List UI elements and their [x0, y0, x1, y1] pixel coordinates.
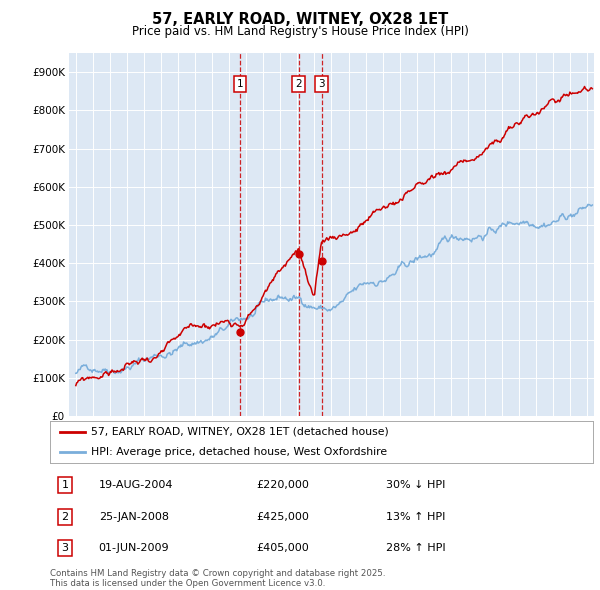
Text: 57, EARLY ROAD, WITNEY, OX28 1ET (detached house): 57, EARLY ROAD, WITNEY, OX28 1ET (detach… — [91, 427, 388, 437]
Text: 13% ↑ HPI: 13% ↑ HPI — [386, 512, 446, 522]
Text: 1: 1 — [62, 480, 68, 490]
Text: 1: 1 — [236, 78, 243, 88]
Text: 28% ↑ HPI: 28% ↑ HPI — [386, 543, 446, 553]
Text: £220,000: £220,000 — [256, 480, 309, 490]
Text: Price paid vs. HM Land Registry's House Price Index (HPI): Price paid vs. HM Land Registry's House … — [131, 25, 469, 38]
Text: 57, EARLY ROAD, WITNEY, OX28 1ET: 57, EARLY ROAD, WITNEY, OX28 1ET — [152, 12, 448, 27]
Text: 2: 2 — [295, 78, 302, 88]
Text: 30% ↓ HPI: 30% ↓ HPI — [386, 480, 446, 490]
Text: This data is licensed under the Open Government Licence v3.0.: This data is licensed under the Open Gov… — [50, 579, 325, 588]
Text: HPI: Average price, detached house, West Oxfordshire: HPI: Average price, detached house, West… — [91, 447, 386, 457]
Text: 2: 2 — [61, 512, 68, 522]
Text: 01-JUN-2009: 01-JUN-2009 — [98, 543, 169, 553]
Text: £425,000: £425,000 — [256, 512, 309, 522]
Text: 19-AUG-2004: 19-AUG-2004 — [98, 480, 173, 490]
Text: £405,000: £405,000 — [256, 543, 309, 553]
Text: Contains HM Land Registry data © Crown copyright and database right 2025.: Contains HM Land Registry data © Crown c… — [50, 569, 385, 578]
Text: 3: 3 — [319, 78, 325, 88]
Text: 3: 3 — [62, 543, 68, 553]
Text: 25-JAN-2008: 25-JAN-2008 — [98, 512, 169, 522]
